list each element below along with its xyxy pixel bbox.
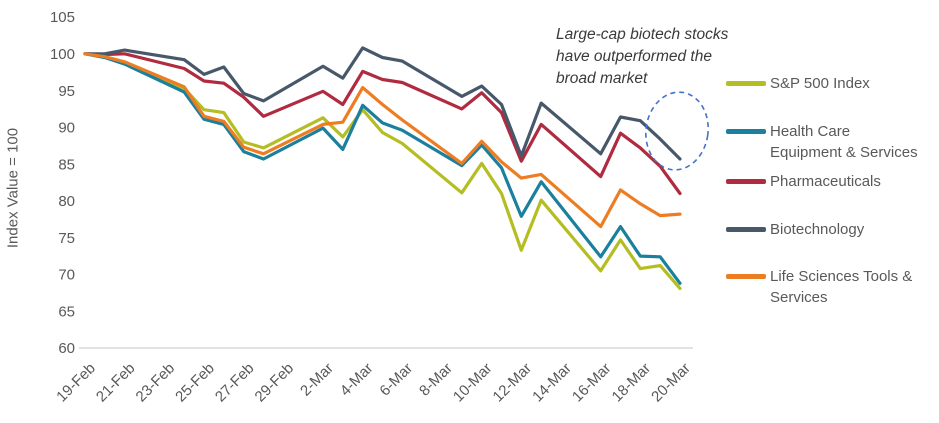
x-tick-label: 20-Mar	[648, 360, 694, 406]
legend-swatch-pharmaceuticals	[726, 179, 766, 184]
legend-swatch-life-sciences-tools-services	[726, 274, 766, 279]
x-tick-label: 10-Mar	[450, 360, 496, 406]
series-line-biotechnology	[83, 46, 682, 161]
legend-label-line: Equipment & Services	[770, 144, 918, 161]
x-tick-label: 19-Feb	[53, 360, 99, 406]
legend-label-sp500-index: S&P 500 Index	[770, 73, 870, 94]
series-line-health-care-equipment-services	[83, 52, 682, 285]
y-axis-tick-labels: 105 100 95 90 85 80 75 70 65 60	[50, 9, 75, 357]
legend-label-line: Biotechnology	[770, 221, 865, 238]
series-line-life-sciences-tools-services	[83, 52, 682, 229]
legend-label-line: S&P 500 Index	[770, 75, 870, 92]
legend-label-life-sciences-tools-services: Life Sciences Tools & Services	[770, 266, 912, 308]
x-tick-label: 16-Mar	[569, 360, 615, 406]
y-tick-label: 80	[58, 193, 75, 210]
legend-item-pharmaceuticals: Pharmaceuticals	[726, 171, 881, 192]
legend-label-biotechnology: Biotechnology	[770, 219, 864, 240]
y-tick-label: 60	[58, 340, 75, 357]
y-tick-label: 65	[58, 303, 75, 320]
y-tick-label: 95	[58, 83, 75, 100]
legend-swatch-sp500-index	[726, 81, 766, 86]
annotation-line: broad market	[556, 70, 648, 87]
x-tick-label: 27-Feb	[212, 360, 258, 406]
x-tick-label: 6-Mar	[376, 360, 416, 400]
x-tick-label: 4-Mar	[337, 360, 377, 400]
y-tick-label: 100	[50, 46, 75, 63]
legend-label-line: Pharmaceuticals	[770, 173, 881, 190]
legend-swatch-biotechnology	[726, 227, 766, 232]
legend-item-life-sciences-tools-services: Life Sciences Tools & Services	[726, 266, 912, 308]
legend-item-sp500-index: S&P 500 Index	[726, 73, 870, 94]
legend-item-biotechnology: Biotechnology	[726, 219, 864, 240]
series-line-sp500-index	[83, 52, 682, 290]
annotation-text: Large-cap biotech stocks have outperform…	[556, 24, 728, 90]
legend-label-line: Life Sciences Tools &	[770, 268, 913, 285]
y-tick-label: 105	[50, 9, 75, 26]
legend-label-pharmaceuticals: Pharmaceuticals	[770, 171, 881, 192]
legend-swatch-health-care-equipment-services	[726, 129, 766, 134]
legend-label-line: Services	[770, 289, 828, 306]
x-tick-label: 29-Feb	[251, 360, 297, 406]
y-axis-title: Index Value = 100	[4, 127, 22, 249]
y-tick-label: 70	[58, 267, 75, 284]
chart-series	[83, 46, 682, 290]
legend-label-line: Health Care	[770, 123, 851, 140]
x-tick-label: 14-Mar	[529, 360, 575, 406]
x-tick-label: 18-Mar	[609, 360, 655, 406]
annotation-line: Large-cap biotech stocks	[556, 26, 729, 43]
y-tick-label: 85	[58, 156, 75, 173]
legend-item-health-care-equipment-services: Health Care Equipment & Services	[726, 121, 918, 163]
x-tick-label: 23-Feb	[132, 360, 178, 406]
y-tick-label: 90	[58, 120, 75, 137]
legend-label-health-care-equipment-services: Health Care Equipment & Services	[770, 121, 918, 163]
annotation-line: have outperformed the	[556, 48, 712, 65]
series-line-pharmaceuticals	[83, 52, 682, 196]
x-tick-label: 12-Mar	[490, 360, 536, 406]
x-tick-label: 25-Feb	[172, 360, 218, 406]
highlight-ellipse	[645, 91, 709, 171]
y-tick-label: 75	[58, 230, 75, 247]
x-tick-label: 21-Feb	[93, 360, 139, 406]
x-tick-label: 2-Mar	[297, 360, 337, 400]
legend: S&P 500 Index Health Care Equipment & Serv…	[726, 0, 938, 423]
